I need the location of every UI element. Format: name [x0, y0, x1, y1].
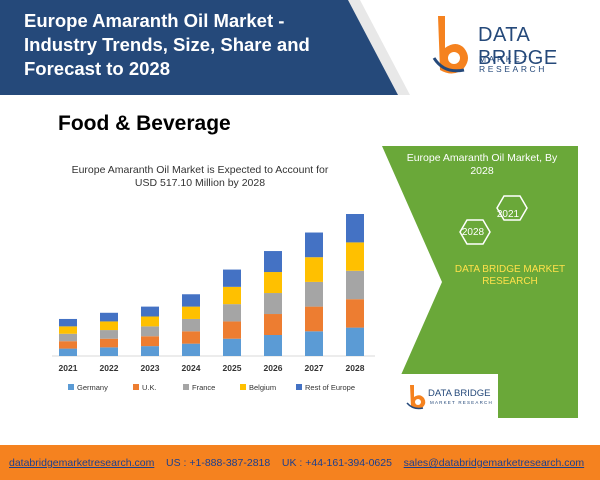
legend-label: Belgium	[249, 383, 276, 392]
bar-segment-rest-of-europe-2021	[59, 318, 77, 327]
bar-segment-u-k--2027	[305, 306, 323, 332]
bar-segment-france-2021	[59, 333, 77, 342]
bar-segment-u-k--2028	[346, 299, 364, 328]
x-tick-label: 2024	[182, 363, 201, 373]
bar-segment-u-k--2026	[264, 314, 282, 336]
bar-segment-france-2026	[264, 293, 282, 315]
footer-bar: databridgemarketresearch.com US : +1-888…	[0, 445, 600, 480]
bar-segment-rest-of-europe-2028	[346, 214, 364, 243]
logo-tagline: MARKET RESEARCH	[479, 54, 548, 74]
bar-segment-belgium-2026	[264, 272, 282, 294]
mini-logo-name: DATA BRIDGE	[428, 388, 491, 399]
hex-label-2021: 2021	[496, 209, 520, 220]
hexagon-2021	[496, 195, 528, 221]
bar-segment-u-k--2025	[223, 321, 241, 339]
email-link[interactable]: sales@databridgemarketresearch.com	[403, 457, 585, 469]
bar-segment-germany-2022	[100, 347, 118, 356]
legend-swatch	[133, 384, 139, 390]
website-link[interactable]: databridgemarketresearch.com	[9, 457, 155, 469]
data-bridge-logo[interactable]: DATA BRIDGE MARKET RESEARCH	[430, 10, 600, 85]
bar-segment-france-2022	[100, 330, 118, 339]
mini-logo-tagline: MARKET RESEARCH	[430, 400, 493, 405]
legend-label: France	[192, 383, 215, 392]
panel-logo-box	[382, 374, 498, 418]
x-tick-label: 2021	[59, 363, 78, 373]
chart-title-line: Europe Amaranth Oil Market is Expected t…	[72, 164, 329, 176]
bar-segment-u-k--2021	[59, 341, 77, 349]
bar-segment-belgium-2025	[223, 286, 241, 305]
x-tick-label: 2028	[346, 363, 365, 373]
hex-label-2028: 2028	[461, 227, 485, 238]
footer-contact-line: databridgemarketresearch.com US : +1-888…	[9, 457, 584, 469]
chart-title-line: USD 517.10 Million by 2028	[135, 177, 265, 189]
bar-segment-france-2024	[182, 318, 200, 332]
bar-segment-belgium-2022	[100, 321, 118, 331]
bar-segment-germany-2024	[182, 343, 200, 356]
bar-segment-rest-of-europe-2023	[141, 306, 159, 317]
panel-title: Europe Amaranth Oil Market, By 2028	[406, 152, 558, 177]
us-phone: US : +1-888-387-2818	[166, 457, 271, 469]
x-tick-label: 2026	[264, 363, 283, 373]
bar-segment-rest-of-europe-2025	[223, 269, 241, 287]
bar-segment-rest-of-europe-2026	[264, 251, 282, 273]
legend-label: U.K.	[142, 383, 157, 392]
bar-segment-u-k--2022	[100, 338, 118, 348]
x-tick-label: 2023	[141, 363, 160, 373]
legend-swatch	[183, 384, 189, 390]
x-tick-label: 2022	[100, 363, 119, 373]
bar-segment-rest-of-europe-2022	[100, 312, 118, 322]
header-banner: Europe Amaranth Oil Market - Industry Tr…	[0, 0, 600, 95]
legend-swatch	[240, 384, 246, 390]
legend-label: Rest of Europe	[305, 383, 355, 392]
bar-segment-germany-2026	[264, 335, 282, 356]
legend-swatch	[296, 384, 302, 390]
uk-phone: UK : +44-161-394-0625	[281, 457, 392, 469]
bar-segment-france-2023	[141, 326, 159, 337]
bar-segment-france-2027	[305, 281, 323, 307]
legend-swatch	[68, 384, 74, 390]
logo-mark-icon	[432, 16, 468, 74]
bar-segment-belgium-2028	[346, 242, 364, 271]
bar-segment-belgium-2023	[141, 316, 159, 327]
mini-logo-icon	[406, 385, 426, 410]
bar-segment-belgium-2024	[182, 306, 200, 319]
bar-segment-germany-2023	[141, 346, 159, 356]
bar-segment-belgium-2021	[59, 326, 77, 334]
header-diagonal-shape	[348, 0, 600, 95]
bar-segment-france-2028	[346, 270, 364, 300]
page-title: Europe Amaranth Oil Market - Industry Tr…	[24, 10, 310, 79]
bar-segment-belgium-2027	[305, 257, 323, 282]
forecast-panel	[382, 146, 578, 418]
bar-segment-rest-of-europe-2027	[305, 232, 323, 258]
bar-segment-rest-of-europe-2024	[182, 294, 200, 307]
x-tick-label: 2027	[305, 363, 324, 373]
logo-name: DATA BRIDGE	[478, 24, 558, 69]
bar-segment-germany-2025	[223, 338, 241, 356]
legend-label: Germany	[77, 383, 108, 392]
bar-segment-germany-2027	[305, 331, 323, 356]
segment-heading: Food & Beverage	[58, 112, 231, 135]
hexagon-2028	[459, 219, 491, 245]
bar-segment-france-2025	[223, 304, 241, 322]
stacked-bar-chart: Europe Amaranth Oil Market is Expected t…	[52, 164, 375, 392]
bar-segment-germany-2021	[59, 348, 77, 356]
bar-segment-u-k--2023	[141, 336, 159, 347]
bar-segment-u-k--2024	[182, 331, 200, 344]
x-tick-label: 2025	[223, 363, 242, 373]
panel-brand-text: DATA BRIDGE MARKET RESEARCH	[454, 264, 566, 287]
bar-segment-germany-2028	[346, 327, 364, 356]
